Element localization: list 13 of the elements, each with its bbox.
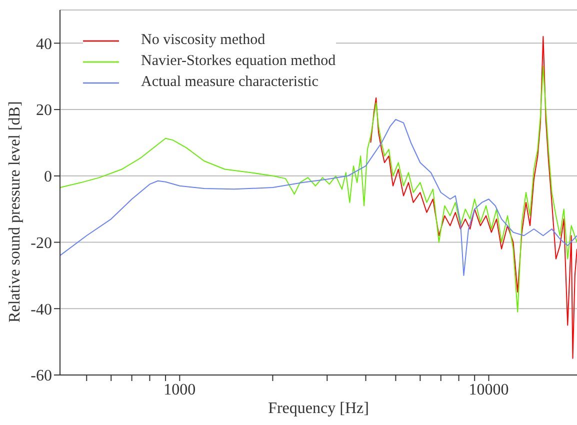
- legend-label: Actual measure characteristic: [141, 73, 318, 92]
- y-tick-label: -20: [30, 234, 52, 252]
- y-axis-title: Relative sound pressure level [dB]: [6, 101, 24, 322]
- legend-label: Navier-Storkes equation method: [141, 52, 336, 71]
- legend-label: No viscosity method: [141, 31, 266, 50]
- y-tick-label: -60: [30, 368, 52, 385]
- x-tick-label: 1000: [164, 381, 196, 398]
- x-axis-title: Frequency [Hz]: [268, 400, 369, 417]
- y-tick-label: 0: [44, 168, 52, 186]
- x-tick-label: 10000: [468, 381, 509, 398]
- y-tick-label: 20: [36, 102, 52, 120]
- y-tick-label: -40: [30, 301, 52, 318]
- y-tick-label: 40: [36, 36, 52, 53]
